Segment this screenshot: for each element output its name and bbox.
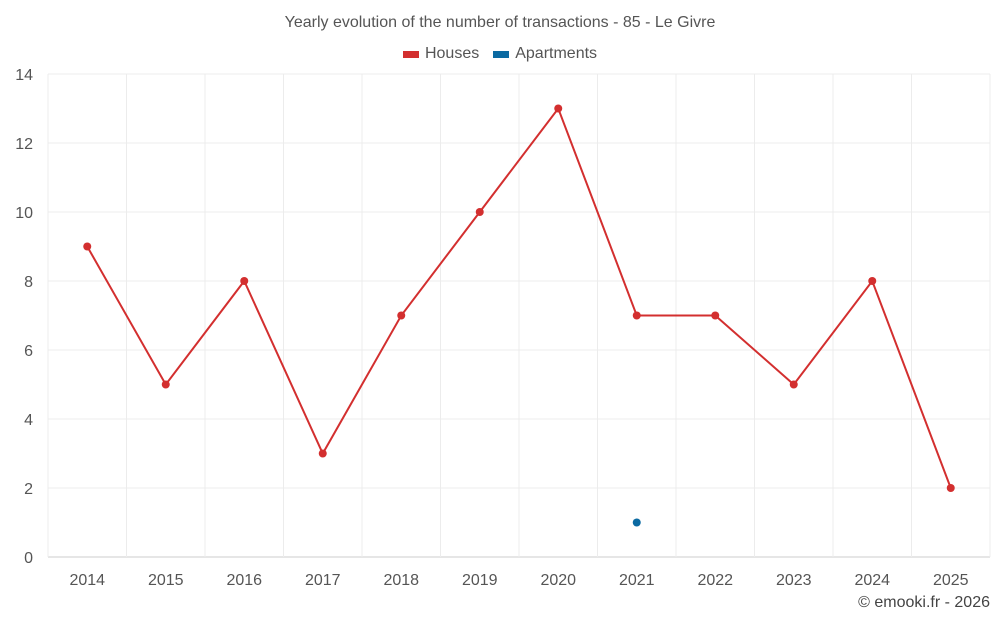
y-tick-label-10: 10	[15, 205, 33, 222]
data-point-houses-2022	[711, 311, 720, 320]
chart-title: Yearly evolution of the number of transa…	[284, 14, 716, 31]
legend-label-houses: Houses	[424, 45, 480, 62]
data-point-houses-2025	[946, 484, 955, 492]
y-tick-label-2: 2	[24, 481, 33, 498]
y-tick-label-14: 14	[15, 67, 33, 84]
legend-item-houses[interactable]: Houses	[402, 45, 480, 63]
data-point-houses-2023	[789, 380, 798, 389]
x-tick-label-2018: 2018	[383, 572, 419, 589]
legend-label-apartments: Apartments	[515, 45, 598, 62]
data-point-houses-2017	[318, 449, 327, 458]
data-point-houses-2020	[554, 104, 563, 113]
data-point-apartments-2021	[632, 518, 641, 527]
series-line-houses	[86, 106, 952, 489]
data-point-houses-2018	[397, 311, 406, 320]
legend-swatch-houses	[402, 50, 419, 58]
data-point-houses-2021	[632, 311, 641, 320]
credit-text: © emooki.fr - 2026	[858, 594, 990, 611]
x-tick-label-2020: 2020	[540, 572, 576, 589]
legend: Houses Apartments	[0, 45, 1000, 63]
y-tick-label-6: 6	[24, 343, 33, 360]
x-tick-label-2021: 2021	[619, 572, 655, 589]
x-tick-label-2017: 2017	[305, 572, 341, 589]
x-tick-label-2025: 2025	[933, 572, 969, 589]
x-tick-label-2016: 2016	[226, 572, 262, 589]
data-point-houses-2024	[868, 277, 877, 285]
legend-item-apartments[interactable]: Apartments	[493, 45, 597, 63]
x-tick-label-2014: 2014	[69, 572, 105, 589]
x-tick-label-2015: 2015	[148, 572, 184, 589]
y-tick-label-4: 4	[24, 412, 33, 429]
data-point-houses-2015	[161, 380, 170, 389]
data-point-houses-2019	[475, 208, 484, 216]
legend-swatch-apartments	[493, 50, 510, 58]
data-point-houses-2014	[83, 242, 92, 251]
y-tick-label-8: 8	[24, 274, 33, 291]
y-tick-label-0: 0	[24, 550, 33, 567]
y-tick-label-12: 12	[15, 136, 33, 153]
x-tick-label-2024: 2024	[854, 572, 890, 589]
x-tick-label-2022: 2022	[697, 572, 733, 589]
x-tick-label-2023: 2023	[776, 572, 812, 589]
data-point-houses-2016	[240, 277, 249, 285]
x-tick-label-2019: 2019	[462, 572, 498, 589]
